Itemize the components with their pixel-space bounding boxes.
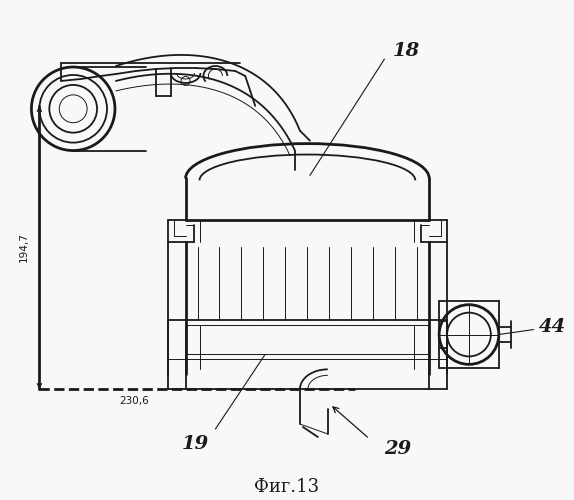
Text: 194,7: 194,7 <box>18 232 29 262</box>
Text: Фиг.13: Фиг.13 <box>254 478 320 496</box>
Text: 29: 29 <box>385 440 412 458</box>
Text: 19: 19 <box>182 435 209 453</box>
Text: 18: 18 <box>393 42 420 60</box>
Text: 44: 44 <box>538 318 566 336</box>
Text: 230,6: 230,6 <box>119 396 149 406</box>
